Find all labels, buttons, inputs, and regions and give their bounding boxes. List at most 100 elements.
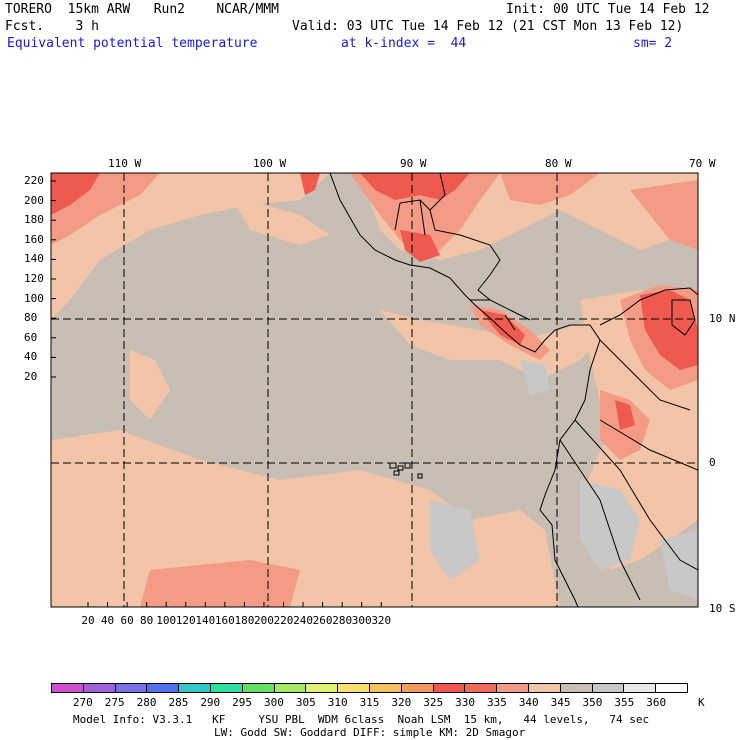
- field-region-tan: [51, 173, 330, 320]
- colorbar-swatch: [210, 684, 243, 692]
- colorbar-swatch: [274, 684, 307, 692]
- field-region-red: [300, 173, 320, 195]
- colorbar-swatch: [560, 684, 593, 692]
- field-region-gray: [660, 530, 698, 600]
- colorbar-swatch: [179, 684, 211, 692]
- colorbar-label: 295: [232, 696, 253, 709]
- colorbar: [51, 683, 688, 693]
- colorbar-swatch: [369, 684, 402, 692]
- lon-label-70w: 70 W: [689, 157, 716, 170]
- colorbar-swatch: [497, 684, 529, 692]
- colorbar-swatch: [147, 684, 180, 692]
- bottom-grid-label: 280: [332, 614, 353, 627]
- run-title: TORERO 15km ARW Run2 NCAR/MMM: [5, 2, 279, 17]
- bottom-grid-label: 60: [120, 614, 134, 627]
- colorbar-label: 300: [264, 696, 284, 709]
- left-grid-label: 220: [24, 174, 44, 187]
- bottom-grid-label: 260: [312, 614, 333, 627]
- colorbar-label: 340: [518, 696, 539, 709]
- bottom-grid-label: 240: [293, 614, 313, 627]
- lat-label-0: 0: [709, 456, 716, 469]
- field-name: Equivalent potential temperature: [7, 36, 258, 51]
- coastline-caribbean: [429, 173, 531, 321]
- colorbar-label: 345: [550, 696, 571, 709]
- field-region-gray: [580, 480, 640, 570]
- graticule: [51, 173, 698, 607]
- bottom-grid-label: 80: [140, 614, 154, 627]
- field-region-tan: [380, 310, 610, 380]
- colorbar-label: 290: [200, 696, 221, 709]
- field-region-tan: [230, 195, 330, 245]
- lat-label-10n: 10 N: [709, 312, 736, 325]
- colorbar-swatch: [656, 684, 687, 692]
- colorbar-label: 285: [168, 696, 189, 709]
- lon-label-100w: 100 W: [253, 157, 287, 170]
- left-grid-label: 160: [24, 232, 44, 246]
- colorbar-swatch: [52, 684, 84, 692]
- lon-label-110w: 110 W: [108, 157, 142, 170]
- colorbar-label: 275: [104, 696, 125, 709]
- left-grid-label: 40: [24, 350, 38, 364]
- left-grid-label: 200: [24, 193, 44, 207]
- coastline-central-america: [329, 173, 601, 607]
- map-frame: [50, 172, 699, 608]
- forecast-hour: Fcst. 3 h: [5, 19, 99, 34]
- field-region-red: [400, 230, 440, 262]
- colorbar-swatch: [242, 684, 275, 692]
- field-region-red: [360, 173, 470, 200]
- colorbar-label: 335: [486, 696, 507, 709]
- level-label: at k-index = 44: [341, 36, 467, 51]
- left-grid-label: 100: [24, 291, 44, 305]
- left-grid-label: 120: [24, 272, 44, 285]
- bottom-grid-label: 180: [234, 614, 255, 627]
- bottom-grid-label: 40: [100, 614, 115, 627]
- lake-outline: [671, 299, 696, 336]
- colorbar-swatch: [433, 684, 466, 692]
- field-region-red: [51, 173, 100, 215]
- tick-marks: [51, 180, 382, 607]
- field-region-salmon: [140, 560, 300, 607]
- colorbar-swatch: [306, 684, 339, 692]
- colorbar-label: 360: [646, 696, 667, 709]
- left-grid-label: 180: [24, 213, 44, 227]
- lat-label-10s: 10 S: [709, 602, 736, 615]
- colorbar-label: 310: [327, 696, 348, 709]
- lon-label-80w: 80 W: [545, 157, 572, 170]
- lon-label-90w: 90 W: [400, 157, 427, 170]
- colorbar-label: 305: [295, 696, 316, 709]
- colorbar-unit: K: [698, 696, 705, 709]
- bottom-grid-label: 320: [371, 614, 392, 627]
- field-region-gray: [520, 360, 550, 395]
- colorbar-label: 280: [136, 696, 157, 709]
- field-region-tan: [130, 350, 170, 420]
- field-region-tan: [51, 430, 560, 607]
- colorbar-swatch: [592, 684, 625, 692]
- colorbar-label: 325: [423, 696, 444, 709]
- bottom-grid-label: 160: [214, 614, 235, 627]
- colorbar-label: 315: [359, 696, 380, 709]
- field-region-gray: [430, 500, 480, 580]
- colorbar-swatch: [83, 684, 116, 692]
- colorbar-swatch: [338, 684, 370, 692]
- colorbar-label: 330: [455, 696, 475, 709]
- bottom-grid-label: 120: [175, 614, 196, 627]
- colorbar-swatch: [528, 684, 561, 692]
- physics-info: LW: Godd SW: Goddard DIFF: simple KM: 2D…: [214, 726, 526, 739]
- colorbar-label: 320: [391, 696, 412, 709]
- left-grid-label: 60: [24, 330, 38, 344]
- colorbar-label: 355: [614, 696, 635, 709]
- coastline-south-america-north: [599, 287, 698, 326]
- country-borders: [394, 199, 698, 601]
- field-region-red: [640, 290, 698, 370]
- bottom-grid-label: 140: [195, 614, 216, 627]
- colorbar-label: 270: [72, 696, 93, 709]
- smoothing-label: sm= 2: [633, 36, 673, 51]
- left-grid-label: 80: [24, 311, 38, 325]
- bottom-grid-label: 20: [81, 614, 95, 627]
- colorbar-label: 350: [582, 696, 603, 709]
- bottom-grid-label: 220: [273, 614, 294, 627]
- field-region-salmon: [630, 180, 698, 250]
- left-grid-label: 140: [24, 252, 44, 266]
- bottom-grid-label: 100: [156, 614, 177, 627]
